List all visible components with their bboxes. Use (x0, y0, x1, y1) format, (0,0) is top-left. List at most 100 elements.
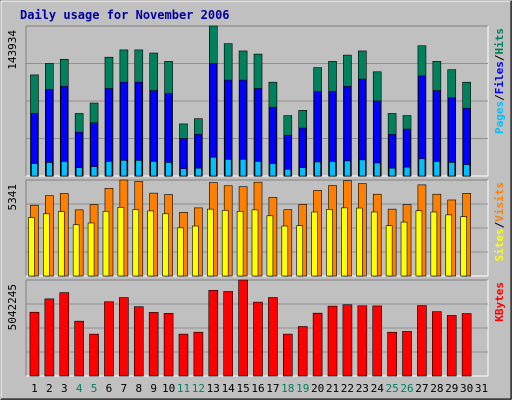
bar-kbytes-day-1 (29, 311, 40, 377)
bar-sites-day-5 (87, 222, 95, 277)
bar-kbytes-day-13 (208, 290, 219, 377)
bar-pages-day-9 (150, 161, 157, 177)
bar-sites-day-30 (460, 216, 467, 277)
bar-pages-day-21 (329, 161, 336, 177)
bar-pages-day-23 (359, 159, 366, 177)
x-label-day-27: 27 (415, 382, 428, 395)
bar-kbytes-day-26 (402, 331, 412, 377)
bar-pages-day-19 (299, 167, 307, 177)
legend-hits-files-pages: Pages/Files/Hits (493, 28, 506, 134)
bar-pages-day-4 (75, 167, 83, 177)
x-label-day-18: 18 (281, 382, 294, 395)
bar-sites-day-27 (415, 210, 423, 277)
bar-sites-day-11 (177, 227, 184, 277)
bar-kbytes-day-23 (357, 305, 368, 377)
bar-pages-day-26 (403, 166, 411, 177)
bar-pages-day-12 (195, 167, 202, 177)
bar-pages-day-24 (373, 162, 381, 177)
bar-sites-day-8 (132, 209, 140, 277)
bar-sites-day-26 (400, 221, 408, 277)
bar-kbytes-day-9 (148, 312, 159, 377)
x-label-day-9: 9 (150, 382, 157, 395)
bar-kbytes-day-2 (44, 298, 55, 377)
legend-separator: / (493, 221, 506, 228)
legend-kbytes: KBytes (493, 282, 506, 322)
bar-sites-day-17 (266, 215, 274, 277)
x-label-day-7: 7 (121, 382, 128, 395)
x-label-day-19: 19 (296, 382, 309, 395)
x-label-day-29: 29 (445, 382, 458, 395)
x-label-day-1: 1 (31, 382, 38, 395)
bar-kbytes-day-22 (342, 304, 353, 377)
panel-kbytes: 5042245 KBytes (6, 279, 506, 377)
bar-pages-day-22 (344, 160, 351, 177)
bar-kbytes-day-21 (327, 305, 338, 377)
bar-pages-day-11 (180, 168, 187, 177)
bar-pages-day-1 (31, 163, 38, 177)
bar-sites-day-13 (206, 208, 214, 277)
bar-pages-day-8 (135, 160, 143, 177)
bar-kbytes-day-11 (178, 333, 189, 377)
bar-sites-day-24 (370, 211, 378, 277)
bar-kbytes-day-27 (417, 305, 427, 377)
x-label-day-31: 31 (475, 382, 488, 395)
x-label-day-5: 5 (91, 382, 98, 395)
legend-separator: / (493, 54, 506, 61)
bar-kbytes-day-6 (104, 301, 114, 377)
bar-kbytes-day-15 (238, 279, 248, 377)
x-label-day-21: 21 (326, 382, 339, 395)
legend-item-files: Files (493, 61, 506, 94)
legend-item-pages: Pages (493, 101, 506, 134)
bar-pages-day-16 (254, 161, 262, 177)
bar-kbytes-day-3 (59, 292, 70, 377)
legend-visits-sites: Sites/Visits (493, 182, 506, 262)
bar-pages-day-15 (239, 159, 247, 177)
bar-kbytes-day-10 (163, 313, 174, 377)
bar-sites-day-29 (445, 214, 453, 277)
bar-sites-day-23 (356, 207, 363, 277)
bar-sites-day-15 (236, 210, 244, 277)
bar-kbytes-day-4 (74, 320, 84, 377)
chart-panels: 143934Pages/Files/Hits5341Sites/Visits50… (6, 25, 506, 377)
x-label-day-17: 17 (266, 382, 279, 395)
bar-pages-day-3 (60, 161, 68, 177)
bar-pages-day-27 (418, 158, 426, 177)
bar-sites-day-2 (43, 213, 50, 277)
bar-sites-day-4 (72, 224, 80, 277)
x-label-day-26: 26 (400, 382, 413, 395)
ymax-label-kbytes: 5042245 (6, 284, 19, 330)
bar-sites-day-21 (326, 209, 333, 277)
bar-sites-day-25 (385, 225, 393, 277)
x-label-day-2: 2 (46, 382, 53, 395)
bar-kbytes-day-30 (461, 313, 472, 377)
bar-pages-day-13 (209, 156, 217, 177)
x-label-day-8: 8 (135, 382, 142, 395)
bar-sites-day-20 (311, 211, 318, 277)
bar-pages-day-20 (314, 161, 321, 177)
bar-pages-day-14 (224, 159, 232, 177)
chart-title: Daily usage for November 2006 (20, 8, 230, 22)
bar-pages-day-17 (269, 163, 277, 177)
bar-kbytes-day-25 (387, 331, 397, 377)
legend-item-hits: Hits (493, 28, 506, 55)
ymax-label-hits-files-pages: 143934 (6, 30, 19, 70)
x-axis-labels: 1 2 3 4 5 6 7 8 9 10 11 12 13 14 15 16 17 18 19 20 21 22 23 24 2… (31, 382, 488, 395)
x-label-day-14: 14 (222, 382, 236, 395)
x-label-day-28: 28 (430, 382, 443, 395)
bar-pages-day-28 (433, 161, 441, 177)
x-label-day-10: 10 (162, 382, 175, 395)
x-label-day-24: 24 (371, 382, 385, 395)
bar-pages-day-18 (284, 168, 292, 177)
bar-pages-day-6 (105, 161, 113, 177)
bar-pages-day-10 (165, 162, 172, 177)
panel-visits-sites: 5341 Sites/Visits (6, 179, 506, 277)
x-label-day-25: 25 (386, 382, 399, 395)
bar-kbytes-day-16 (253, 301, 263, 377)
bar-sites-day-18 (281, 225, 289, 277)
bar-sites-day-10 (162, 213, 169, 277)
bar-kbytes-day-24 (372, 305, 383, 377)
x-label-day-3: 3 (61, 382, 68, 395)
